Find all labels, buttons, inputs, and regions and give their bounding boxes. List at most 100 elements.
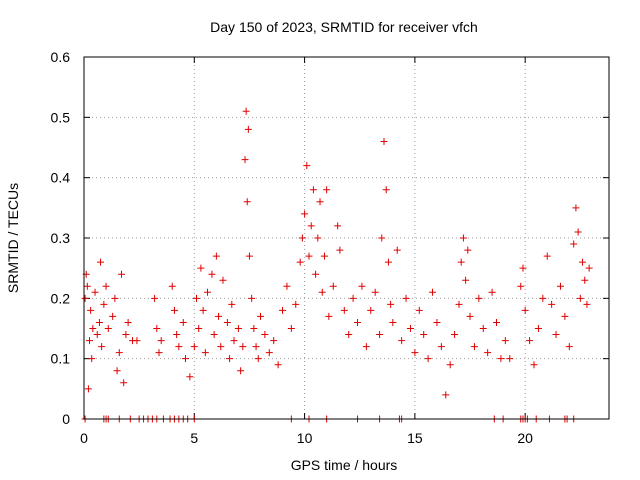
data-point <box>354 318 362 326</box>
data-point <box>95 318 103 326</box>
data-point <box>242 107 250 115</box>
data-point <box>336 246 344 254</box>
x-tick-label: 20 <box>517 430 533 446</box>
data-point <box>193 294 200 302</box>
data-point <box>455 300 463 308</box>
data-point <box>334 222 342 230</box>
data-point <box>168 282 176 290</box>
data-point <box>170 306 178 314</box>
data-point <box>248 294 256 302</box>
data-point <box>173 331 181 339</box>
data-point <box>241 156 249 164</box>
data-point <box>179 318 187 326</box>
data-point <box>265 349 273 357</box>
data-point <box>230 337 238 345</box>
data-point <box>406 325 414 332</box>
data-point <box>208 270 216 278</box>
data-point <box>552 331 560 339</box>
data-point <box>155 349 163 357</box>
data-point <box>316 198 324 206</box>
data-point <box>484 349 492 357</box>
x-tick-label: 10 <box>297 430 313 446</box>
data-point <box>104 325 112 332</box>
data-point <box>393 246 401 254</box>
data-point <box>323 186 331 194</box>
data-point <box>501 337 509 345</box>
data-point <box>115 349 123 357</box>
data-point <box>234 325 242 332</box>
data-point <box>243 198 251 206</box>
data-point <box>378 234 386 242</box>
data-point <box>118 270 125 278</box>
data-point <box>100 300 108 308</box>
chart-title: Day 150 of 2023, SRMTID for receiver vfc… <box>210 19 478 35</box>
data-point <box>86 337 94 345</box>
data-point <box>303 162 311 170</box>
data-point <box>457 258 465 266</box>
y-tick-label: 0.5 <box>51 109 71 125</box>
axes: 0 0.1 0.2 0.3 0.4 0.5 0.6 0 5 10 15 20 <box>51 49 609 446</box>
data-point <box>239 343 247 351</box>
data-point <box>270 337 278 345</box>
data-point <box>175 343 183 351</box>
data-point <box>228 300 236 308</box>
data-point <box>424 355 432 363</box>
plot-frame <box>83 56 610 420</box>
grid <box>84 57 609 419</box>
data-point <box>470 343 478 351</box>
data-point <box>466 312 474 320</box>
data-point <box>250 325 258 332</box>
data-point <box>252 343 260 351</box>
data-point <box>411 349 419 357</box>
data-point <box>84 385 92 393</box>
y-tick-label: 0.4 <box>51 170 71 186</box>
data-point <box>530 361 538 369</box>
data-point <box>201 349 209 357</box>
data-point <box>415 306 423 314</box>
x-tick-label: 5 <box>190 430 198 446</box>
data-point <box>312 270 320 278</box>
data-point <box>493 318 500 326</box>
data-point <box>442 391 450 399</box>
data-point <box>124 318 132 326</box>
data-point <box>517 282 525 290</box>
data-point <box>579 258 587 266</box>
data-point <box>462 276 470 284</box>
data-point <box>583 300 591 308</box>
data-point <box>204 288 212 296</box>
data-point <box>576 294 584 302</box>
data-point <box>87 306 95 314</box>
data-point <box>190 343 198 351</box>
data-point <box>305 252 313 260</box>
data-point <box>199 306 207 314</box>
data-point <box>497 355 505 363</box>
y-axis-label: SRMTID / TECUs <box>5 183 21 293</box>
data-point <box>362 343 370 351</box>
data-point <box>340 306 348 314</box>
data-point <box>534 325 542 332</box>
data-point <box>210 331 218 339</box>
y-tick-label: 0.2 <box>51 290 71 306</box>
data-point <box>113 367 121 375</box>
data-point <box>83 282 91 290</box>
data-point <box>120 379 128 387</box>
data-point <box>451 331 459 339</box>
data-point <box>556 282 564 290</box>
data-point <box>398 337 406 345</box>
data-point <box>157 337 165 345</box>
data-point <box>97 258 105 266</box>
y-tick-label: 0 <box>62 411 70 427</box>
data-point <box>521 306 529 314</box>
data-point <box>358 282 366 290</box>
data-point <box>526 337 534 345</box>
data-point <box>81 294 89 302</box>
y-tick-label: 0.6 <box>51 49 71 65</box>
data-points <box>81 107 593 423</box>
data-point <box>89 325 97 332</box>
data-point <box>287 325 295 332</box>
x-tick-label: 15 <box>407 430 423 446</box>
data-point <box>506 355 514 363</box>
data-point <box>279 306 287 314</box>
data-point <box>219 276 227 284</box>
